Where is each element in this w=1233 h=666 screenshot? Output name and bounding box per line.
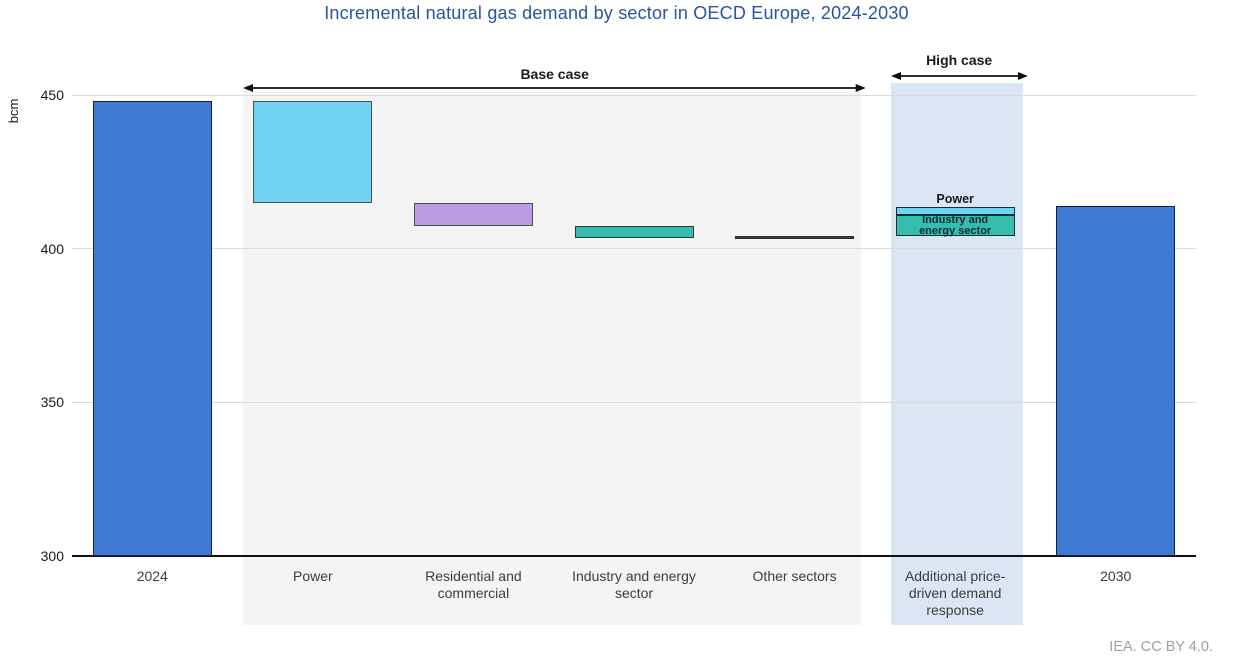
source-credit: IEA. CC BY 4.0. bbox=[1109, 639, 1213, 655]
segment-label-industry-and-energy-sector: Industry and energy sector bbox=[919, 214, 992, 237]
scenario-label-base-case: Base case bbox=[520, 66, 589, 82]
category-label-power: Power bbox=[293, 568, 333, 584]
bar-residential-and-commercial-decline bbox=[413, 202, 533, 226]
tick-label-300: 300 bbox=[40, 548, 64, 564]
bar-2030-total-demand bbox=[1056, 205, 1176, 556]
tick-label-450: 450 bbox=[40, 87, 64, 103]
tick-label-350: 350 bbox=[40, 394, 64, 411]
category-label-industry-and-energy-sector: Industry and energy sector bbox=[572, 568, 696, 601]
category-label-2024: 2024 bbox=[136, 568, 168, 584]
bar-industry-and-energy-sector-response bbox=[895, 214, 1015, 237]
bar-other-sectors-decline bbox=[735, 236, 855, 240]
scenario-arrow-base-case bbox=[243, 84, 867, 92]
bar-industry-and-energy-sector-decline bbox=[574, 225, 694, 238]
category-label-additional-price-driven-demand-response: Additional price-driven demand response bbox=[904, 568, 1006, 618]
scenario-arrow-high-case bbox=[890, 72, 1028, 80]
scenario-label-high-case: High case bbox=[926, 52, 993, 68]
gridline-350 bbox=[72, 401, 1196, 403]
gridline-450 bbox=[72, 94, 1196, 96]
scenario-band-high-case bbox=[890, 83, 1023, 625]
segment-label-power: Power bbox=[936, 192, 974, 207]
bar-power-response bbox=[895, 207, 1015, 215]
bar-power-decline bbox=[253, 101, 373, 203]
gridline-400 bbox=[72, 248, 1196, 250]
page-title: Incremental natural gas demand by sector… bbox=[324, 3, 909, 23]
category-label-2030: 2030 bbox=[1100, 568, 1132, 584]
bar-2024-total-demand bbox=[92, 101, 212, 556]
x-axis-line bbox=[72, 555, 1196, 557]
category-label-other-sectors: Other sectors bbox=[752, 568, 837, 584]
tick-label-400: 400 bbox=[40, 240, 64, 257]
category-label-residential-and-commercial: Residential and commercial bbox=[425, 568, 522, 601]
